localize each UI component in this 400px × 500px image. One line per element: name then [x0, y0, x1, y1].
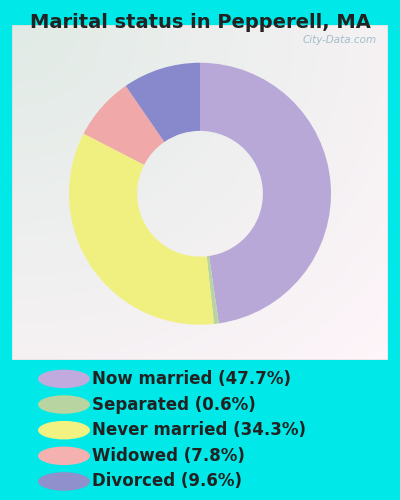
Circle shape: [38, 472, 90, 490]
Text: Marital status in Pepperell, MA: Marital status in Pepperell, MA: [30, 12, 370, 32]
Circle shape: [38, 421, 90, 440]
Text: Widowed (7.8%): Widowed (7.8%): [92, 447, 245, 465]
Wedge shape: [69, 134, 214, 324]
Wedge shape: [84, 86, 164, 165]
Text: Divorced (9.6%): Divorced (9.6%): [92, 472, 242, 490]
Text: City-Data.com: City-Data.com: [302, 35, 377, 45]
Text: Never married (34.3%): Never married (34.3%): [92, 421, 306, 439]
Wedge shape: [126, 62, 200, 142]
Circle shape: [38, 446, 90, 465]
Text: Separated (0.6%): Separated (0.6%): [92, 396, 256, 413]
Wedge shape: [200, 62, 331, 324]
Wedge shape: [207, 256, 219, 324]
Circle shape: [38, 370, 90, 388]
Circle shape: [38, 396, 90, 414]
Text: Now married (47.7%): Now married (47.7%): [92, 370, 291, 388]
